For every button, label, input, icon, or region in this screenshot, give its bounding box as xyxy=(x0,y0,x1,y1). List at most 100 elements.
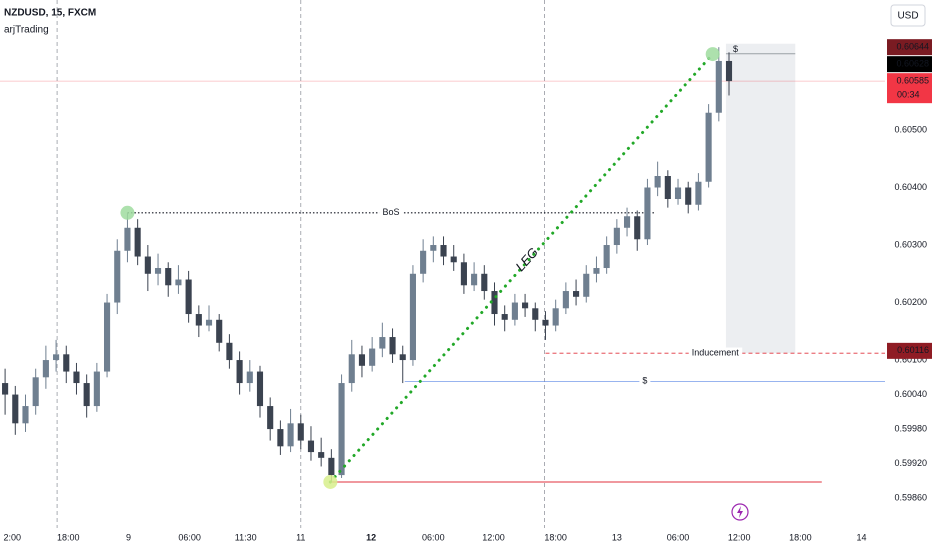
candle-body xyxy=(420,250,427,274)
x-tick-label: 9 xyxy=(126,532,131,542)
candle-body xyxy=(22,406,29,424)
x-tick-label: 06:00 xyxy=(422,532,445,542)
candle-body xyxy=(277,429,284,447)
price-label: 0.60116 xyxy=(897,345,929,355)
indicator-name: arjTrading xyxy=(4,25,49,36)
y-tick-label: 0.60500 xyxy=(894,124,927,134)
x-tick-label: 11:30 xyxy=(235,532,257,542)
x-tick-label: 12:00 xyxy=(482,532,505,542)
candle-body xyxy=(430,245,437,251)
candle-body xyxy=(685,187,692,205)
candle-body xyxy=(501,314,508,320)
chart-title: NZDUSD, 15, FXCM xyxy=(4,8,96,19)
x-tick-label: 14 xyxy=(857,532,867,542)
candle-body xyxy=(471,273,478,286)
y-tick-label: 0.60300 xyxy=(894,239,927,249)
liquidity-label: $ xyxy=(642,376,647,386)
candle-body xyxy=(12,394,19,424)
candle-body xyxy=(165,268,172,286)
candle-body xyxy=(634,216,641,240)
candle-body xyxy=(450,256,457,263)
candle-body xyxy=(267,406,274,430)
bos-label-bg xyxy=(379,207,403,218)
lightning-icon[interactable] xyxy=(731,503,749,521)
candle-body xyxy=(53,354,60,361)
candle-body xyxy=(63,354,70,372)
swing-point xyxy=(323,474,338,489)
y-tick-label: 0.60400 xyxy=(894,182,927,192)
candle-body xyxy=(654,176,661,188)
liquidity-label-bg xyxy=(639,375,651,386)
candle-body xyxy=(644,187,651,240)
candle-body xyxy=(348,354,355,384)
candle-body xyxy=(603,245,610,269)
candle-body xyxy=(389,337,396,355)
candle-body xyxy=(664,176,671,200)
candle-body xyxy=(32,377,39,407)
candle-body xyxy=(481,273,488,292)
candle-body xyxy=(154,268,162,274)
candle-body xyxy=(358,354,366,366)
candle-body xyxy=(103,302,111,372)
candle-body xyxy=(256,371,264,407)
y-tick-label: 0.60040 xyxy=(894,389,927,399)
bos-label: BoS xyxy=(383,207,400,217)
x-tick-label: 18:00 xyxy=(789,532,812,542)
candle-body xyxy=(725,60,733,82)
candle-body xyxy=(297,423,304,441)
candle-body xyxy=(532,308,539,320)
candle-body xyxy=(93,371,100,407)
y-tick-label: 0.60100 xyxy=(894,354,927,364)
x-tick-label: 11 xyxy=(296,532,305,542)
candle-body xyxy=(695,181,702,205)
candle-body xyxy=(328,457,335,476)
candle-body xyxy=(491,291,498,315)
candle-body xyxy=(511,302,518,320)
candle-body xyxy=(562,291,569,309)
price-label-bg xyxy=(887,39,932,56)
candle-body xyxy=(175,279,182,286)
candle-body xyxy=(583,273,590,297)
price-label-bg xyxy=(887,73,932,104)
candle-body xyxy=(307,440,315,453)
candle-body xyxy=(552,308,559,326)
target-zone xyxy=(725,43,796,354)
candle-body xyxy=(674,187,682,200)
candle-body xyxy=(205,319,213,326)
candle-body xyxy=(144,256,151,274)
inducement-label: Inducement xyxy=(692,348,740,358)
candle-body xyxy=(42,360,49,378)
candle-body xyxy=(460,262,467,286)
candle-body xyxy=(542,319,549,326)
y-tick-label: 0.59920 xyxy=(894,458,927,468)
price-label-bg xyxy=(887,56,932,73)
candle-body xyxy=(236,360,243,384)
candle-body xyxy=(124,227,131,251)
candle-body xyxy=(399,354,406,361)
currency-button[interactable] xyxy=(890,4,926,27)
currency[interactable]: USD xyxy=(897,11,918,22)
x-tick-label: 06:00 xyxy=(178,532,201,542)
countdown: 00:34 xyxy=(897,90,920,100)
candle-body xyxy=(338,383,345,476)
swing-point xyxy=(705,47,720,62)
candle-body xyxy=(114,250,121,303)
x-tick-label: 12 xyxy=(366,532,376,542)
candle-body xyxy=(623,216,631,228)
y-tick-label: 0.59860 xyxy=(894,492,927,502)
swing-point xyxy=(120,205,135,220)
candle-body xyxy=(593,268,600,274)
candle-body xyxy=(715,60,722,113)
candle-body xyxy=(73,371,80,384)
y-tick-label: 0.60200 xyxy=(894,297,927,307)
candle-body xyxy=(379,337,386,349)
candle-body xyxy=(134,227,141,257)
inducement-label-bg xyxy=(688,347,743,358)
x-tick-label: 18:00 xyxy=(57,532,80,542)
y-tick-label: 0.59980 xyxy=(894,423,927,433)
candle-body xyxy=(83,383,90,407)
candle-body xyxy=(246,371,253,384)
candle-body xyxy=(613,227,620,246)
candle-body xyxy=(705,112,712,182)
